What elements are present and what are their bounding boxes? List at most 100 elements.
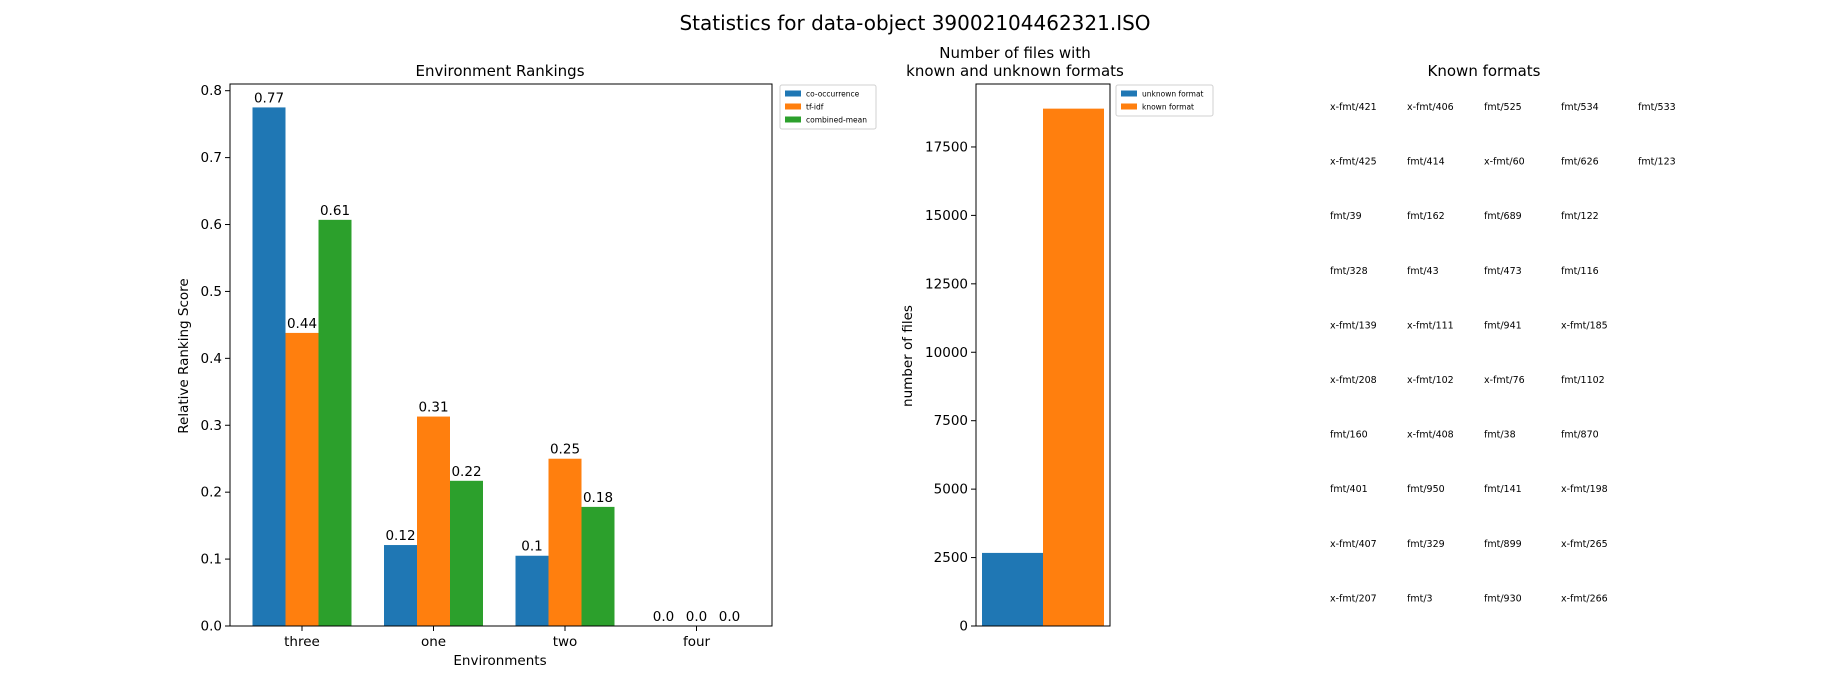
- chart1-data-label: 0.31: [418, 400, 448, 416]
- known-format-entry: x-fmt/102: [1407, 375, 1454, 386]
- known-format-entry: x-fmt/60: [1484, 157, 1525, 168]
- known-format-entry: x-fmt/265: [1561, 539, 1608, 550]
- chart2-ytick-label: 7500: [934, 413, 968, 429]
- known-format-entry: fmt/525: [1484, 102, 1522, 113]
- known-format-entry: x-fmt/425: [1330, 157, 1377, 168]
- chart1-bar-co-occurrence: [384, 545, 417, 626]
- chart2-legend-label: known format: [1142, 103, 1194, 112]
- chart1-ytick-label: 0.7: [201, 150, 222, 166]
- chart1-data-label: 0.22: [451, 464, 481, 480]
- chart1-data-label: 0.1: [521, 539, 542, 555]
- known-format-entry: x-fmt/208: [1330, 375, 1377, 386]
- known-format-entry: fmt/122: [1561, 211, 1599, 222]
- known-format-entry: fmt/1102: [1561, 375, 1605, 386]
- known-format-entry: fmt/39: [1330, 211, 1362, 222]
- known-format-entry: fmt/162: [1407, 211, 1445, 222]
- known-format-entry: fmt/941: [1484, 320, 1522, 331]
- chart1-bar-co-occurrence: [252, 107, 286, 627]
- chart1-legend-label: co-occurrence: [806, 90, 860, 99]
- chart2-legend-box: [1115, 84, 1214, 117]
- chart1-legend-box: [779, 84, 877, 130]
- known-format-entry: x-fmt/406: [1407, 102, 1454, 113]
- known-format-entry: x-fmt/76: [1484, 375, 1525, 386]
- chart1-data-label: 0.0: [719, 609, 740, 625]
- chart1-data-label: 0.12: [385, 528, 415, 544]
- chart2-legend-label: unknown format: [1142, 90, 1204, 99]
- chart2-ytick-label: 15000: [925, 208, 968, 224]
- chart1-ytick-label: 0.3: [201, 418, 222, 434]
- chart2-legend: unknown format known format: [1115, 84, 1214, 117]
- chart1-xlabel: Environments: [453, 653, 546, 669]
- known-format-entry: x-fmt/407: [1330, 539, 1377, 550]
- chart1-ytick-label: 0.4: [201, 351, 222, 367]
- chart1-data-label: 0.44: [287, 316, 317, 332]
- chart1-xtick-label: one: [421, 634, 446, 650]
- chart1-bar-tf-idf: [548, 458, 582, 626]
- chart1-data-label: 0.0: [653, 609, 674, 625]
- known-format-entry: x-fmt/185: [1561, 320, 1608, 331]
- chart1-legend-label: combined-mean: [806, 116, 867, 125]
- chart1-data-label: 0.61: [320, 203, 350, 219]
- chart1-legend-swatch: [785, 116, 801, 123]
- chart2-legend-swatch: [1121, 90, 1137, 97]
- known-format-entry: x-fmt/421: [1330, 102, 1377, 113]
- known-format-entry: fmt/473: [1484, 266, 1522, 277]
- known-format-entry: x-fmt/111: [1407, 320, 1454, 331]
- known-format-entry: x-fmt/198: [1561, 484, 1608, 495]
- chart1-legend-label: tf-idf: [806, 103, 824, 112]
- environment-rankings-chart: Environment Rankings Environments Relati…: [176, 62, 877, 669]
- known-format-entry: x-fmt/207: [1330, 593, 1377, 604]
- known-format-entry: fmt/950: [1407, 484, 1445, 495]
- chart2-ytick-label: 17500: [925, 139, 968, 155]
- chart2-ytick-label: 5000: [934, 482, 968, 498]
- chart1-bar-co-occurrence: [515, 555, 549, 626]
- chart1-legend-swatch: [785, 103, 801, 110]
- chart1-data-label: 0.0: [686, 609, 707, 625]
- known-format-entry: fmt/414: [1407, 157, 1445, 168]
- known-format-entry: x-fmt/266: [1561, 593, 1608, 604]
- figure-title: Statistics for data-object 3900210446232…: [679, 11, 1150, 35]
- known-format-entry: fmt/160: [1330, 430, 1368, 441]
- known-formats-title: Known formats: [1428, 62, 1541, 80]
- known-format-entry: fmt/626: [1561, 157, 1599, 168]
- known-format-entry: fmt/43: [1407, 266, 1439, 277]
- chart1-ytick-label: 0.0: [201, 619, 222, 635]
- chart1-data-label: 0.18: [583, 490, 613, 506]
- chart1-bar-tf-idf: [285, 332, 319, 626]
- chart2-ytick-label: 0: [959, 619, 968, 635]
- chart2-legend-swatch: [1121, 103, 1137, 110]
- chart1-title: Environment Rankings: [415, 62, 584, 80]
- chart1-data-label: 0.77: [254, 90, 284, 106]
- known-formats-panel: Known formats x-fmt/421 x-fmt/406 fmt/525 f…: [1330, 62, 1676, 604]
- chart2-title-line2: known and unknown formats: [906, 62, 1124, 80]
- known-format-entry: fmt/141: [1484, 484, 1522, 495]
- known-format-entry: fmt/930: [1484, 593, 1522, 604]
- known-format-entry: x-fmt/139: [1330, 320, 1377, 331]
- chart2-bar-known-format: [1043, 108, 1104, 627]
- chart1-bar-tf-idf: [417, 416, 450, 626]
- chart1-bar-combined-mean: [450, 480, 483, 626]
- known-format-entry: fmt/689: [1484, 211, 1522, 222]
- chart1-xtick-label: three: [284, 634, 320, 650]
- chart2-ytick-label: 12500: [925, 276, 968, 292]
- chart1-bar-combined-mean: [318, 219, 352, 626]
- chart1-ytick-label: 0.5: [201, 284, 222, 300]
- chart1-ytick-label: 0.1: [201, 552, 222, 568]
- chart2-ytick-label: 10000: [925, 345, 968, 361]
- known-format-entry: fmt/401: [1330, 484, 1368, 495]
- chart1-legend-swatch: [785, 90, 801, 97]
- chart1-ytick-label: 0.6: [201, 217, 222, 233]
- known-format-entry: fmt/534: [1561, 102, 1599, 113]
- chart1-ytick-label: 0.8: [201, 83, 222, 99]
- known-format-entry: x-fmt/408: [1407, 430, 1454, 441]
- chart1-ylabel: Relative Ranking Score: [176, 278, 192, 433]
- known-format-entry: fmt/870: [1561, 430, 1599, 441]
- known-format-entry: fmt/38: [1484, 430, 1516, 441]
- known-format-entry: fmt/533: [1638, 102, 1676, 113]
- chart2-bar-unknown-format: [982, 552, 1043, 626]
- known-format-entry: fmt/123: [1638, 157, 1676, 168]
- chart1-data-label: 0.25: [550, 442, 580, 458]
- known-format-entry: fmt/899: [1484, 539, 1522, 550]
- known-format-entry: fmt/116: [1561, 266, 1599, 277]
